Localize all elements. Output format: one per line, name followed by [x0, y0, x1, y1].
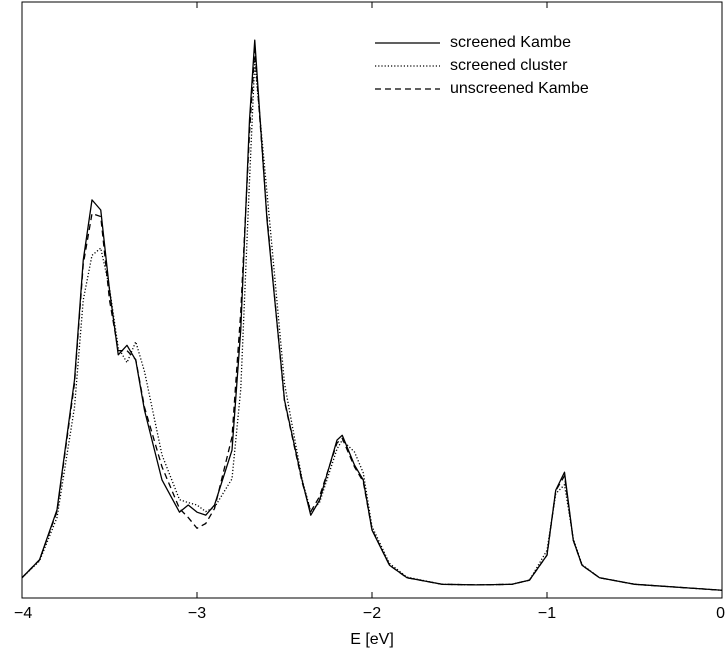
- x-tick-label: −1: [538, 605, 556, 622]
- x-axis-label: E [eV]: [350, 631, 394, 648]
- legend-label: screened Kambe: [450, 34, 571, 51]
- series-line: [21, 49, 723, 591]
- series-line: [21, 60, 723, 591]
- plot-frame: [21, 1, 723, 599]
- x-tick-label: −3: [188, 605, 206, 622]
- legend-label: unscreened Kambe: [450, 80, 589, 97]
- x-tick-label: −2: [363, 605, 381, 622]
- legend-label: screened cluster: [450, 57, 568, 74]
- x-tick-label: 0: [716, 605, 725, 622]
- x-tick-label: −4: [14, 605, 32, 622]
- series-line: [21, 39, 723, 591]
